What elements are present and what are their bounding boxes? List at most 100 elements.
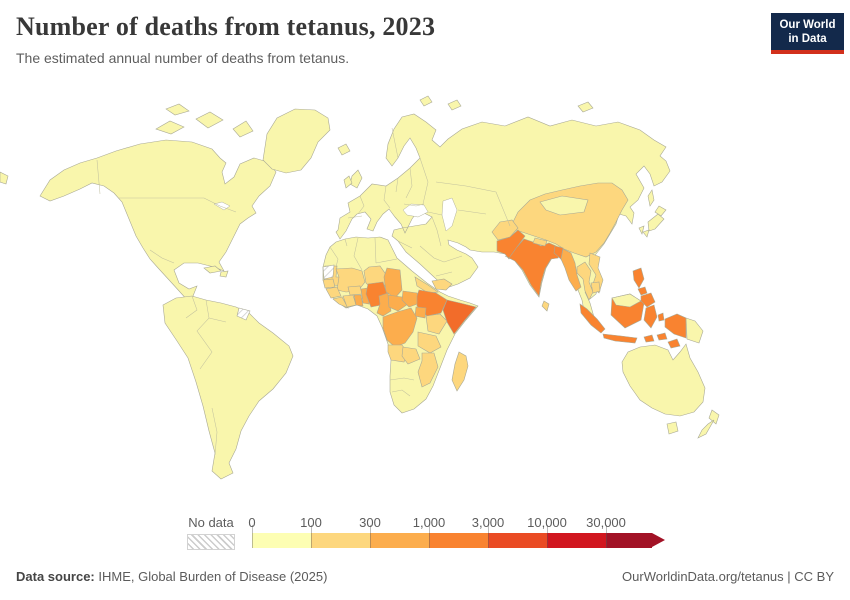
chart-subtitle: The estimated annual number of deaths fr…	[16, 50, 350, 66]
country-ghana[interactable]	[353, 294, 364, 307]
legend-tick-label: 1,000	[412, 515, 446, 530]
arctic-island[interactable]	[195, 111, 224, 129]
country-ireland[interactable]	[343, 175, 353, 189]
country-south-america[interactable]	[162, 295, 294, 480]
country-indonesia[interactable]	[579, 303, 606, 334]
country-malaysia-borneo[interactable]	[611, 293, 642, 308]
region-western-sahara[interactable]	[322, 264, 335, 280]
country-tanzania[interactable]	[417, 331, 442, 354]
country-mongolia[interactable]	[539, 195, 589, 216]
legend-arrow-tip	[652, 533, 665, 547]
country-new-zealand[interactable]	[697, 419, 715, 439]
country-myanmar[interactable]	[560, 248, 582, 292]
data-source: Data source: IHME, Global Burden of Dise…	[16, 569, 327, 584]
credit-link[interactable]: OurWorldinData.org/tetanus | CC BY	[622, 569, 834, 584]
country-afghanistan[interactable]	[491, 219, 519, 241]
legend-segment[interactable]	[252, 533, 311, 548]
legend-segment[interactable]	[429, 533, 488, 548]
arctic-island[interactable]	[447, 99, 462, 111]
country-thailand[interactable]	[576, 261, 594, 301]
country-madagascar[interactable]	[451, 351, 469, 392]
country-sri-lanka[interactable]	[541, 300, 550, 312]
legend-segment[interactable]	[547, 533, 606, 548]
arctic-island[interactable]	[232, 120, 254, 138]
owid-logo[interactable]: Our World in Data	[771, 13, 844, 54]
country-united-kingdom[interactable]	[349, 169, 363, 189]
country-south-sudan[interactable]	[401, 290, 421, 308]
legend-segment[interactable]	[606, 533, 652, 548]
country-australia[interactable]	[621, 343, 706, 417]
map-legend: No data 0 100 300 1,000 3,000 10,000 30,000	[187, 514, 692, 550]
data-source-text: IHME, Global Burden of Disease (2025)	[94, 569, 328, 584]
legend-color-scale[interactable]: 0 100 300 1,000 3,000 10,000 30,000	[248, 514, 692, 550]
legend-tick-label: 30,000	[586, 515, 626, 530]
region-french-guiana[interactable]	[236, 307, 251, 321]
country-north-america[interactable]	[39, 139, 277, 320]
country-kenya[interactable]	[425, 313, 448, 335]
country-indonesia[interactable]	[602, 333, 638, 344]
world-choropleth-map	[0, 80, 850, 515]
island-sakhalin[interactable]	[647, 189, 655, 207]
country-japan[interactable]	[642, 229, 650, 238]
island-hispaniola[interactable]	[219, 270, 229, 278]
country-philippines[interactable]	[640, 292, 656, 308]
country-indonesia[interactable]	[643, 334, 655, 343]
southeast-asia-islands	[579, 267, 704, 349]
island-taiwan[interactable]	[638, 225, 645, 235]
chart-footer: Data source: IHME, Global Burden of Dise…	[16, 569, 834, 584]
legend-tick-mark	[429, 525, 430, 548]
country-dr-congo[interactable]	[382, 307, 418, 348]
country-mozambique[interactable]	[417, 352, 439, 388]
country-indonesia[interactable]	[656, 332, 668, 341]
country-sierra-leone-liberia[interactable]	[332, 296, 349, 309]
arctic-island[interactable]	[155, 120, 185, 135]
no-data-swatch[interactable]	[187, 534, 235, 550]
country-somalia[interactable]	[442, 299, 477, 335]
country-papua-new-guinea[interactable]	[685, 317, 704, 344]
legend-tick-label: 100	[300, 515, 322, 530]
country-philippines[interactable]	[632, 267, 645, 289]
country-zambia[interactable]	[401, 346, 421, 365]
legend-tick-mark	[252, 525, 253, 548]
legend-tick-label: 0	[248, 515, 256, 530]
country-uganda[interactable]	[414, 306, 427, 319]
legend-tick-mark	[606, 525, 607, 548]
country-yemen[interactable]	[431, 278, 453, 291]
legend-no-data[interactable]: No data	[187, 514, 235, 550]
country-timor[interactable]	[667, 338, 681, 349]
no-data-regions	[236, 264, 335, 321]
country-iceland[interactable]	[337, 143, 351, 156]
legend-tick-mark	[547, 525, 548, 548]
country-senegal[interactable]	[322, 278, 336, 289]
asia-countries	[431, 182, 629, 312]
country-burkina-faso[interactable]	[347, 285, 363, 296]
country-china[interactable]	[509, 182, 629, 258]
country-cameroon[interactable]	[376, 292, 392, 317]
legend-tick-label: 10,000	[527, 515, 567, 530]
country-guinea[interactable]	[325, 286, 342, 299]
legend-segment[interactable]	[370, 533, 429, 548]
country-japan[interactable]	[647, 213, 665, 232]
country-indonesia[interactable]	[643, 304, 658, 329]
africa-countries	[322, 265, 477, 392]
country-cuba[interactable]	[203, 265, 222, 274]
country-new-zealand[interactable]	[708, 409, 720, 425]
legend-segment[interactable]	[488, 533, 547, 548]
country-greenland[interactable]	[262, 108, 331, 174]
country-indonesia[interactable]	[657, 312, 665, 322]
country-japan[interactable]	[654, 205, 667, 217]
country-laos-vietnam[interactable]	[588, 252, 604, 294]
country-cambodia[interactable]	[590, 281, 601, 294]
country-nepal[interactable]	[532, 237, 548, 247]
island-svalbard[interactable]	[419, 95, 433, 107]
legend-segment[interactable]	[311, 533, 370, 548]
legend-tick-label: 300	[359, 515, 381, 530]
legend-color-bar[interactable]	[252, 533, 665, 548]
country-philippines[interactable]	[637, 286, 648, 296]
country-indonesia[interactable]	[664, 313, 687, 339]
arctic-island[interactable]	[577, 101, 594, 113]
arctic-island[interactable]	[165, 103, 190, 116]
island-tasmania[interactable]	[666, 421, 679, 435]
map-edge-sliver[interactable]	[0, 171, 9, 185]
